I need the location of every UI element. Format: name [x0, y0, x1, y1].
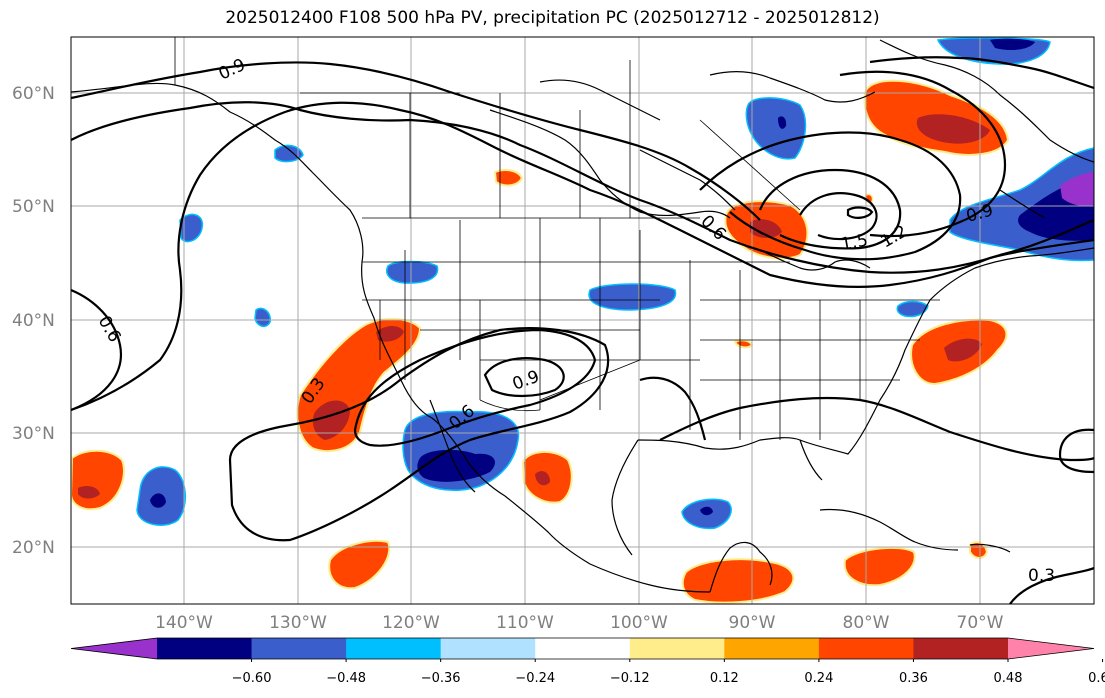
lat-labels: 60°N 50°N 40°N 30°N 20°N — [12, 84, 55, 558]
lon-label: 140°W — [155, 613, 213, 633]
colorbar-tick-label: −0.60 — [232, 671, 272, 686]
pv-contours — [71, 56, 1094, 604]
colorbar-tick-label: −0.24 — [515, 671, 555, 686]
colorbar-segment — [818, 638, 914, 659]
lat-label: 50°N — [12, 197, 55, 217]
lat-label: 60°N — [12, 84, 55, 104]
colorbar-labels: −0.60 −0.48 −0.36 −0.24 −0.12 0.12 0.24 0.36 0.4… — [232, 659, 1105, 686]
colorbar-tick-label: 0.24 — [804, 671, 833, 686]
colorbar-extend-high — [1008, 638, 1094, 659]
colorbar-segment — [440, 638, 536, 659]
lat-label: 30°N — [12, 424, 55, 444]
map-title: 2025012400 F108 500 hPa PV, precipitatio… — [225, 8, 880, 28]
colorbar-segment — [346, 638, 442, 659]
colorbar-segment — [251, 638, 347, 659]
lon-labels: 140°W 130°W 120°W 110°W 100°W 90°W 80°W … — [155, 613, 1004, 633]
colorbar-segment — [913, 638, 1009, 659]
colorbar-segment — [535, 638, 631, 659]
lon-label: 100°W — [610, 613, 668, 633]
map-frame — [70, 36, 1095, 605]
colorbar-tick-label: 0.60 — [1088, 671, 1105, 686]
lon-label: 130°W — [269, 613, 327, 633]
colorbar-tick-label: −0.48 — [326, 671, 366, 686]
colorbar-segment — [724, 638, 820, 659]
lon-label: 70°W — [957, 613, 1004, 633]
lon-label: 110°W — [496, 613, 554, 633]
lon-label: 80°W — [843, 613, 890, 633]
lon-label: 90°W — [729, 613, 776, 633]
colorbar-outline — [70, 637, 1095, 660]
contour-label: 0.3 — [1028, 566, 1055, 586]
precip-shading — [136, 37, 1094, 530]
colorbar-tick-label: 0.12 — [710, 671, 739, 686]
colorbar-tick-label: 0.48 — [994, 671, 1023, 686]
colorbar — [70, 637, 1095, 660]
colorbar-segment — [629, 638, 725, 659]
precip-positive — [71, 79, 1010, 604]
colorbar-tick-label: −0.36 — [421, 671, 461, 686]
coastlines — [71, 39, 1094, 593]
colorbar-segment — [157, 638, 253, 659]
colorbar-tick-label: −0.12 — [610, 671, 650, 686]
graticule — [71, 37, 1094, 604]
colorbar-extend-low — [71, 638, 157, 659]
lon-label: 120°W — [382, 613, 440, 633]
lat-label: 20°N — [12, 538, 55, 558]
colorbar-tick-label: 0.36 — [899, 671, 928, 686]
borders — [174, 37, 940, 440]
contour-label: 1.5 — [839, 231, 869, 255]
lat-label: 40°N — [12, 311, 55, 331]
